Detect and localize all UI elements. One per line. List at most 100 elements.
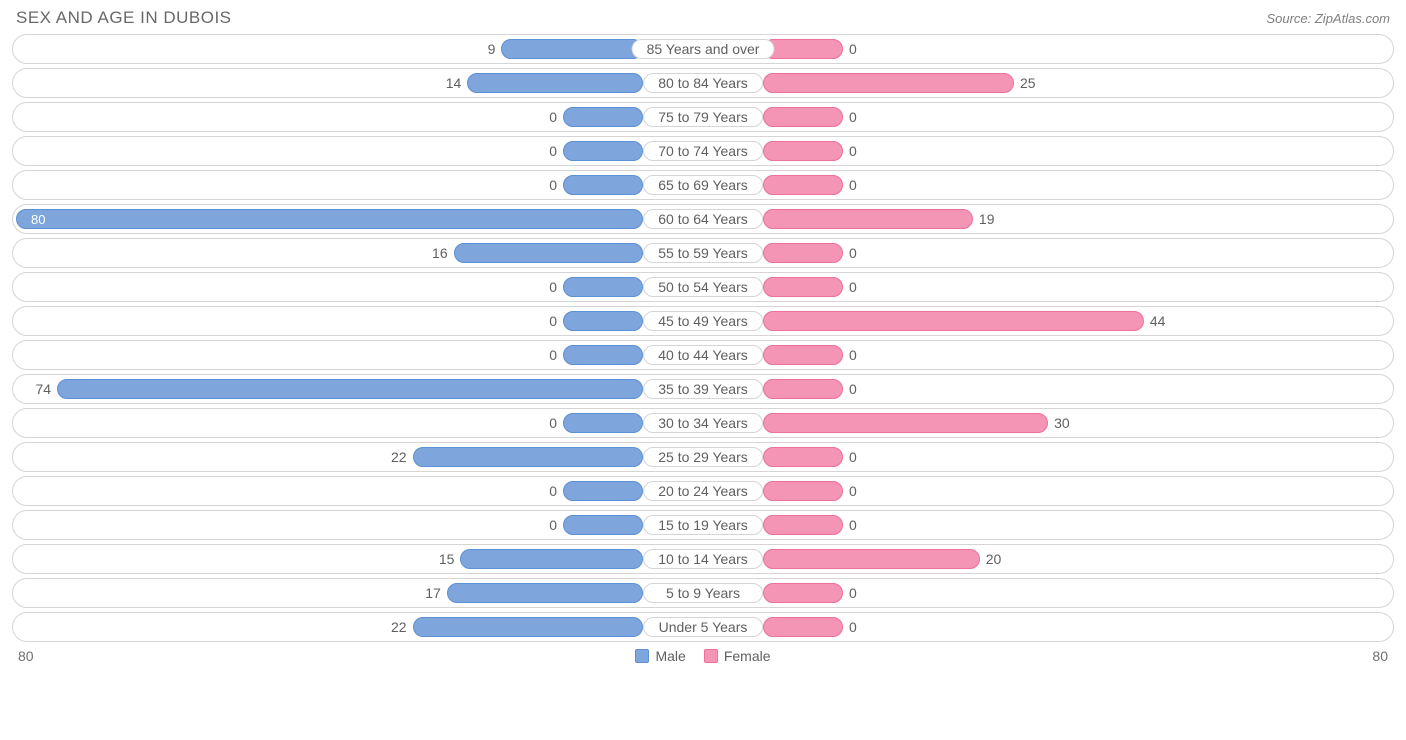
- male-bar: [501, 39, 643, 59]
- female-value-label: 30: [1054, 409, 1070, 437]
- age-group-label: 15 to 19 Years: [643, 515, 763, 535]
- male-bar: [413, 617, 643, 637]
- female-value-label: 0: [849, 579, 857, 607]
- male-value-label: 0: [549, 273, 557, 301]
- age-group-label: 60 to 64 Years: [643, 209, 763, 229]
- male-value-label: 0: [549, 341, 557, 369]
- female-bar: [763, 39, 843, 59]
- age-group-label: 5 to 9 Years: [643, 583, 763, 603]
- male-bar: [563, 481, 643, 501]
- male-value-label: 74: [35, 375, 51, 403]
- female-bar: [763, 243, 843, 263]
- pyramid-row: 04445 to 49 Years: [12, 306, 1394, 336]
- female-value-label: 0: [849, 137, 857, 165]
- male-value-label: 22: [391, 613, 407, 641]
- female-swatch-icon: [704, 649, 718, 663]
- male-value-label: 0: [549, 137, 557, 165]
- pyramid-row: 9085 Years and over: [12, 34, 1394, 64]
- male-value-label: 16: [432, 239, 448, 267]
- age-group-label: 80 to 84 Years: [643, 73, 763, 93]
- female-value-label: 0: [849, 171, 857, 199]
- male-value-label: 0: [549, 477, 557, 505]
- female-value-label: 0: [849, 443, 857, 471]
- male-value-label: 14: [446, 69, 462, 97]
- age-group-label: 85 Years and over: [632, 39, 775, 59]
- pyramid-row: 152010 to 14 Years: [12, 544, 1394, 574]
- legend-item-male: Male: [635, 648, 685, 664]
- age-group-label: 55 to 59 Years: [643, 243, 763, 263]
- age-group-label: 40 to 44 Years: [643, 345, 763, 365]
- male-bar: [563, 175, 643, 195]
- chart-legend: Male Female: [635, 648, 770, 664]
- female-bar: [763, 583, 843, 603]
- female-value-label: 0: [849, 613, 857, 641]
- axis-left-max: 80: [18, 648, 34, 664]
- female-value-label: 0: [849, 477, 857, 505]
- chart-footer: 80 Male Female 80: [12, 642, 1394, 664]
- age-group-label: 65 to 69 Years: [643, 175, 763, 195]
- population-pyramid-chart: SEX AND AGE IN DUBOIS Source: ZipAtlas.c…: [0, 0, 1406, 740]
- female-bar: [763, 345, 843, 365]
- male-bar: [563, 413, 643, 433]
- pyramid-row: 80 19 60 to 64 Years: [12, 204, 1394, 234]
- male-value-label: 22: [391, 443, 407, 471]
- female-bar: [763, 447, 843, 467]
- male-bar: [16, 209, 643, 229]
- female-bar: [763, 175, 843, 195]
- pyramid-row: 0 0 50 to 54 Years: [12, 272, 1394, 302]
- female-bar: [763, 481, 843, 501]
- female-value-label: 44: [1150, 307, 1166, 335]
- female-value-label: 19: [979, 205, 995, 233]
- female-bar: [763, 107, 843, 127]
- male-bar: [467, 73, 643, 93]
- female-value-label: 0: [849, 239, 857, 267]
- pyramid-row: 0020 to 24 Years: [12, 476, 1394, 506]
- female-bar: [763, 277, 843, 297]
- pyramid-row: 0065 to 69 Years: [12, 170, 1394, 200]
- age-group-label: 10 to 14 Years: [643, 549, 763, 569]
- male-bar: [563, 311, 643, 331]
- pyramid-row: 16 0 55 to 59 Years: [12, 238, 1394, 268]
- male-value-label: 9: [488, 35, 496, 63]
- pyramid-row: 03030 to 34 Years: [12, 408, 1394, 438]
- male-bar: [413, 447, 643, 467]
- female-value-label: 25: [1020, 69, 1036, 97]
- male-bar: [563, 515, 643, 535]
- pyramid-row: 22 0 25 to 29 Years: [12, 442, 1394, 472]
- pyramid-row: 0 0 15 to 19 Years: [12, 510, 1394, 540]
- pyramid-row: 74035 to 39 Years: [12, 374, 1394, 404]
- chart-rows: 9085 Years and over142580 to 84 Years007…: [12, 34, 1394, 642]
- female-value-label: 0: [849, 273, 857, 301]
- female-bar: [763, 617, 843, 637]
- female-value-label: 0: [849, 511, 857, 539]
- male-bar: [563, 107, 643, 127]
- male-value-label: 15: [439, 545, 455, 573]
- chart-title: SEX AND AGE IN DUBOIS: [16, 8, 232, 28]
- age-group-label: 30 to 34 Years: [643, 413, 763, 433]
- age-group-label: Under 5 Years: [643, 617, 763, 637]
- age-group-label: 50 to 54 Years: [643, 277, 763, 297]
- chart-source: Source: ZipAtlas.com: [1266, 11, 1390, 26]
- female-value-label: 0: [849, 341, 857, 369]
- legend-item-female: Female: [704, 648, 771, 664]
- female-value-label: 0: [849, 375, 857, 403]
- pyramid-row: 0 0 40 to 44 Years: [12, 340, 1394, 370]
- chart-header: SEX AND AGE IN DUBOIS Source: ZipAtlas.c…: [12, 8, 1394, 34]
- legend-male-label: Male: [655, 648, 685, 664]
- pyramid-row: 0075 to 79 Years: [12, 102, 1394, 132]
- age-group-label: 25 to 29 Years: [643, 447, 763, 467]
- male-value-label: 17: [425, 579, 441, 607]
- male-value-label: 80: [23, 205, 45, 233]
- female-bar: [763, 311, 1144, 331]
- male-bar: [563, 345, 643, 365]
- male-bar: [563, 277, 643, 297]
- male-bar: [57, 379, 643, 399]
- pyramid-row: 22 0 Under 5 Years: [12, 612, 1394, 642]
- male-value-label: 0: [549, 511, 557, 539]
- male-swatch-icon: [635, 649, 649, 663]
- female-value-label: 0: [849, 103, 857, 131]
- male-value-label: 0: [549, 103, 557, 131]
- pyramid-row: 17 0 5 to 9 Years: [12, 578, 1394, 608]
- age-group-label: 70 to 74 Years: [643, 141, 763, 161]
- female-bar: [763, 413, 1048, 433]
